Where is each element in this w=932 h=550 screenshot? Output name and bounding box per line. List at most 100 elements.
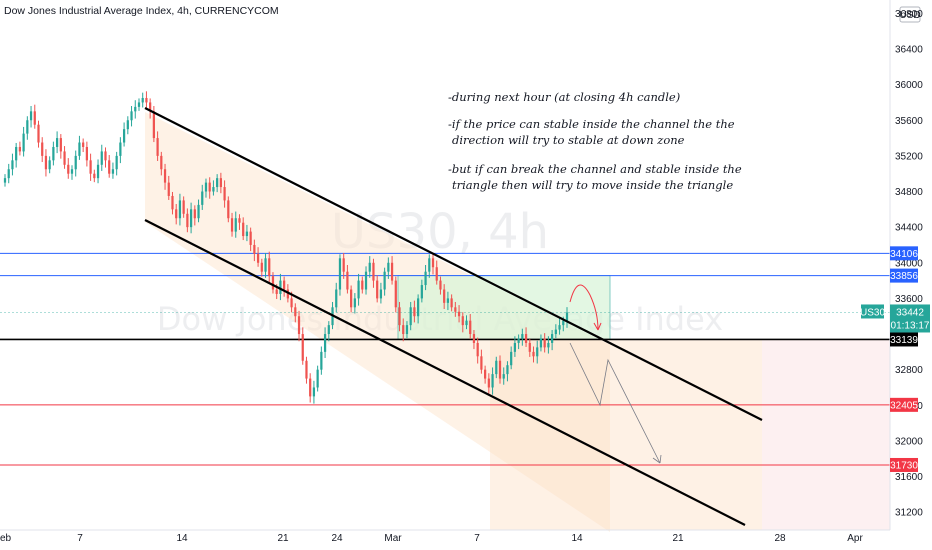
x-tick-label: 14	[176, 533, 188, 544]
candle-body	[323, 334, 327, 352]
candle-body	[554, 329, 557, 335]
candle-body	[204, 182, 208, 192]
time-axis[interactable]: eb 7 14 21 24 Mar 7 14 21 28 Apr	[0, 529, 890, 544]
candle-body	[368, 262, 371, 272]
candle-body	[78, 142, 81, 156]
candle-body	[145, 97, 148, 103]
candle-body	[484, 369, 487, 379]
candle-body	[44, 155, 48, 170]
candle-body	[212, 187, 215, 192]
candle-body	[480, 356, 483, 370]
candle-body	[279, 280, 282, 294]
candle-body	[461, 316, 464, 326]
candle-body	[41, 142, 44, 156]
candle-body	[428, 258, 431, 272]
candle-body	[342, 258, 345, 272]
candle-body	[137, 102, 141, 107]
candle-body	[219, 178, 222, 188]
price-axis[interactable]: USD 312003160032000324003280033600340003…	[889, 0, 923, 530]
price-tag	[890, 246, 918, 261]
candle-body	[122, 129, 126, 143]
candle-body	[297, 316, 301, 335]
candle-body	[417, 298, 420, 317]
y-tick-label: 34000	[895, 258, 923, 269]
projection-arrowhead	[652, 454, 662, 464]
candle-body	[3, 178, 7, 183]
candle-body	[89, 160, 92, 174]
price-tag-label: 33139	[890, 335, 918, 346]
candle-body	[424, 271, 427, 286]
candle-body	[532, 351, 535, 357]
price-tag	[890, 457, 918, 472]
candle-body	[465, 320, 468, 326]
x-tick-label: 28	[774, 533, 786, 544]
y-tick-label: 31200	[895, 508, 923, 519]
candle-body	[387, 262, 390, 272]
candle-body	[327, 325, 330, 335]
candle-body	[517, 338, 520, 343]
y-tick-label: 36800	[895, 9, 923, 20]
candle-body	[271, 276, 275, 290]
candle-body	[141, 97, 144, 103]
channel-zone	[145, 112, 610, 532]
candle-body	[476, 342, 479, 357]
pink-zone	[762, 339, 890, 530]
candle-body	[286, 289, 289, 299]
candle-body	[524, 334, 528, 343]
candle-body	[33, 111, 36, 125]
x-tick-label: Mar	[384, 533, 402, 544]
y-tick-label: 34400	[895, 223, 923, 234]
candle-body	[301, 334, 304, 361]
candle-body	[70, 169, 74, 174]
candle-body	[26, 120, 29, 134]
candle-body	[364, 271, 368, 290]
candle-body	[208, 182, 211, 192]
candle-body	[502, 374, 505, 379]
candle-body	[320, 351, 323, 370]
currency-badge	[899, 6, 921, 23]
candle-body	[156, 138, 159, 156]
price-tag-label: 33856	[890, 271, 918, 282]
candle-body	[547, 342, 550, 348]
down-target-zone	[490, 339, 762, 530]
projection-path	[569, 342, 661, 464]
candle-body	[74, 155, 77, 170]
candle-body	[435, 267, 438, 281]
candle-body	[528, 342, 531, 352]
candle-body	[152, 111, 155, 139]
candle-body	[539, 338, 543, 348]
candle-body	[312, 387, 316, 397]
candle-body	[29, 111, 33, 121]
x-tick-label: 14	[571, 533, 583, 544]
channel-lower-line	[144, 219, 746, 526]
candle-body	[82, 142, 85, 147]
candle-body	[372, 262, 375, 281]
candle-body	[487, 378, 490, 388]
candle-body	[37, 124, 40, 143]
candle-body	[149, 102, 152, 112]
candle-body	[309, 378, 312, 397]
candle-body	[189, 209, 193, 228]
candle-body	[115, 155, 118, 170]
price-tag-label: 32405	[890, 400, 918, 411]
candle-body	[108, 160, 111, 174]
candle-body	[260, 262, 263, 272]
candle-body	[361, 280, 364, 290]
candle-body	[543, 338, 546, 348]
currency-label: USD	[899, 10, 920, 21]
candle-body	[335, 289, 338, 308]
candle-body	[275, 289, 278, 294]
candle-body	[186, 213, 189, 228]
candle-body	[283, 280, 286, 290]
y-tick-label: 31600	[895, 472, 923, 483]
candle-body	[48, 160, 51, 170]
candle-body	[182, 200, 185, 214]
candle-body	[249, 231, 252, 245]
price-tag	[890, 332, 918, 347]
candle-body	[119, 142, 122, 156]
candle-body	[558, 325, 561, 330]
y-tick-label: 36000	[895, 80, 923, 91]
analysis-notes: -during next hour (at closing 4h candle)…	[448, 90, 742, 192]
candle-body	[52, 146, 55, 161]
